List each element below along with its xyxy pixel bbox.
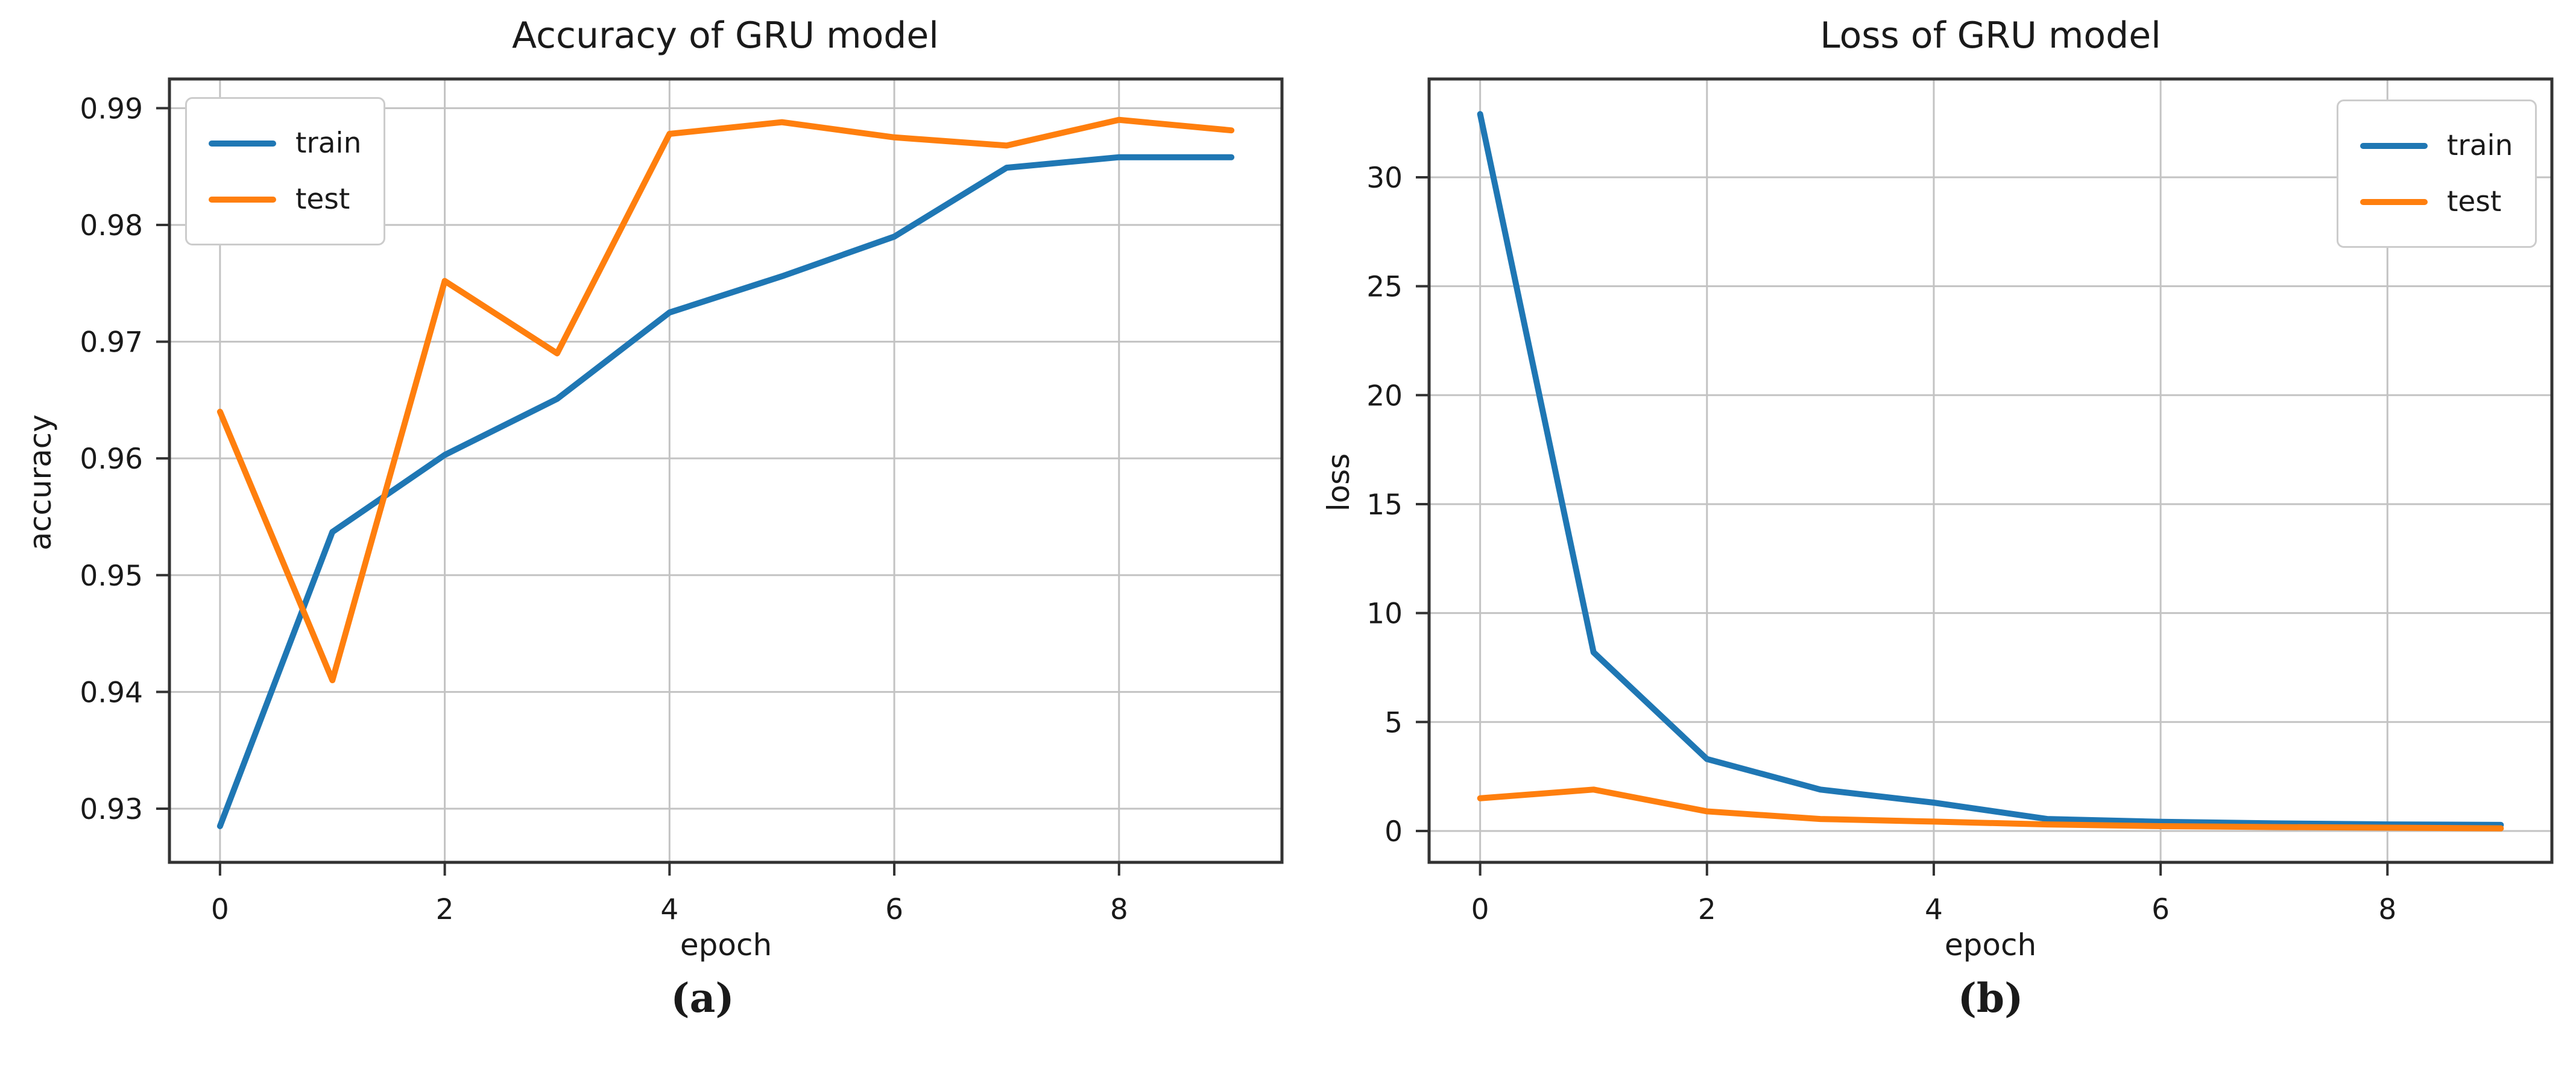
plot-border — [1427, 77, 2554, 864]
x-tick-label: 4 — [660, 893, 678, 926]
x-tick-label: 4 — [1925, 893, 1943, 926]
x-tick-label: 8 — [1110, 893, 1128, 926]
tick-labels: 0 2 4 6 8 0.93 0.94 0.95 0.96 0.97 0.98 0.99 — [80, 92, 1128, 926]
x-tick-label: 2 — [1698, 893, 1716, 926]
x-tick-label: 0 — [211, 893, 229, 926]
legend-entry-train: train — [209, 127, 362, 160]
test-line — [1477, 786, 2504, 832]
x-tick-label: 6 — [2151, 893, 2170, 926]
y-tick-label: 30 — [1366, 162, 1403, 195]
x-tick-label: 6 — [885, 893, 903, 926]
train-line — [216, 154, 1235, 829]
test-line — [216, 116, 1235, 683]
legend-label-train: train — [295, 127, 362, 160]
legend-loss: train test — [2337, 100, 2537, 248]
legend-label-train: train — [2447, 129, 2513, 162]
x-axis-label-epoch-b: epoch — [1944, 927, 2037, 962]
test-line-swatch — [2360, 198, 2428, 205]
subfigure-label-a: (a) — [671, 975, 734, 1022]
y-tick-label: 0.93 — [80, 793, 143, 826]
y-tick-label: 0.98 — [80, 209, 143, 242]
y-axis-label-loss: loss — [1321, 453, 1356, 512]
train-line-swatch — [209, 140, 276, 147]
plot-border — [168, 77, 1284, 864]
axis-ticks — [1416, 175, 2389, 876]
x-tick-label: 8 — [2378, 893, 2396, 926]
y-tick-label: 0.94 — [80, 676, 143, 709]
legend-entry-train: train — [2360, 129, 2513, 162]
subfigure-label-b: (b) — [1957, 975, 2024, 1022]
x-tick-label: 0 — [1471, 893, 1489, 926]
y-tick-label: 5 — [1384, 706, 1403, 739]
train-line-swatch — [2360, 142, 2428, 149]
legend-label-test: test — [2447, 185, 2502, 218]
y-tick-label: 0 — [1384, 815, 1403, 848]
legend-entry-test: test — [2360, 185, 2513, 218]
legend-entry-test: test — [209, 183, 362, 216]
y-tick-label: 15 — [1366, 488, 1403, 522]
tick-labels: 0 2 4 6 8 0 5 10 15 20 25 30 — [1366, 162, 2396, 926]
x-axis-label-epoch-a: epoch — [680, 927, 772, 962]
legend-accuracy: train test — [185, 97, 385, 245]
chart-title-accuracy: Accuracy of GRU model — [512, 14, 939, 57]
x-tick-label: 2 — [436, 893, 454, 926]
y-tick-label: 0.97 — [80, 326, 143, 359]
chart-title-loss: Loss of GRU model — [1820, 14, 2161, 57]
y-tick-label: 0.99 — [80, 92, 143, 125]
axis-ticks — [156, 107, 1120, 876]
y-tick-label: 0.96 — [80, 443, 143, 476]
y-tick-label: 10 — [1366, 598, 1403, 631]
y-tick-label: 0.95 — [80, 560, 143, 593]
legend-label-test: test — [295, 183, 350, 216]
gridlines — [1429, 79, 2552, 862]
y-tick-label: 25 — [1366, 271, 1403, 304]
y-tick-label: 20 — [1366, 379, 1403, 412]
train-line — [1477, 111, 2504, 828]
test-line-swatch — [209, 196, 276, 203]
y-axis-label-accuracy: accuracy — [23, 414, 58, 551]
